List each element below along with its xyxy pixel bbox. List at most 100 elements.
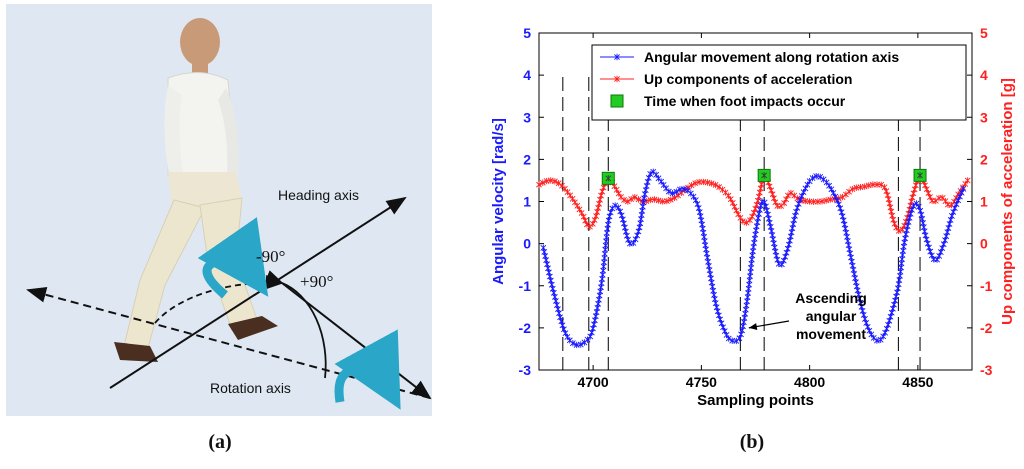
y-tick-label-3: 0 [523,236,531,252]
series-acceleration-marker-39 [628,195,635,203]
impact-marker-cross-2 [917,172,923,179]
series-impacts [601,168,927,185]
y-tick-label-8: 5 [523,25,531,41]
series-acceleration-marker-133 [895,227,902,235]
annotation-line-1: Ascending [795,290,867,306]
angle-arc-positive [264,270,327,379]
series-angular-marker-26 [577,341,584,348]
angular-velocity-chart: 4700 4750 4800 4850 -3 -2 -1 0 1 2 3 4 5 -3 -2 -1 0 1 2 3 4 5… [490,25,1016,453]
series-angular-marker-292 [913,200,920,207]
series-angular-marker-69 [623,232,630,239]
series-angular-marker-211 [804,181,811,188]
series-angular-marker-255 [868,331,875,338]
series-angular-marker-215 [817,173,824,181]
y-right-tick-label-1: -2 [980,320,993,336]
series-angular-marker-96 [665,188,672,195]
y-tick-label-1: -2 [519,320,532,336]
series-acceleration-marker-5 [555,180,562,187]
series-acceleration-marker-71 [737,214,744,222]
series-acceleration-marker-104 [810,198,817,205]
series-acceleration-marker-72 [739,218,746,225]
x-tick-label-3: 4850 [902,374,933,390]
series-acceleration-marker-98 [788,189,794,197]
angle-pos-label: +90° [300,272,333,291]
rotation-arrow-icon-2 [334,329,401,410]
series-acceleration-marker-121 [878,181,885,188]
series-acceleration-marker-111 [839,193,846,201]
series-acceleration-marker-49 [667,196,674,203]
y-right-tick-label-3: 0 [980,236,988,252]
caption-b: (b) [740,431,764,453]
panel-a: Heading axis Rotation axis -90° +90° (a) [0,0,440,464]
rotation-arrow-icon [197,217,269,299]
y-right-tick-label-5: 2 [980,151,988,167]
ticks-layer: 4700 4750 4800 4850 -3 -2 -1 0 1 2 3 4 5 -3 -2 -1 0 1 2 3 4 5 [519,25,993,390]
walking-diagram: Heading axis Rotation axis -90° +90° (a) [6,4,432,453]
annotation-line-3: movement [796,326,866,342]
series-acceleration-marker-144 [911,186,918,193]
series-angular-marker-91 [653,171,660,179]
series-acceleration-marker-35 [615,190,622,197]
y-tick-label-2: -1 [519,278,532,294]
series-angular-marker-301 [923,236,930,243]
series-acceleration-marker-60 [708,180,715,187]
y-tick-label-0: -3 [519,362,532,378]
x-tick-label-0: 4700 [578,374,609,390]
x-tick-label-2: 4800 [794,374,825,390]
series-angular-marker-263 [886,317,893,324]
annotation-ascending-movement: Ascending angular movement [748,290,867,342]
series-acceleration-marker-143 [910,190,917,197]
series-acceleration-marker-41 [635,196,642,203]
series-acceleration-marker-123 [883,187,890,195]
series-acceleration-marker-1 [539,179,546,186]
y-right-tick-label-6: 3 [980,109,988,125]
series-acceleration-marker-38 [624,198,631,205]
series-acceleration-marker-61 [712,181,719,189]
walking-person-figure [114,18,278,362]
y-tick-label-5: 2 [523,151,531,167]
series-acceleration-marker-9 [567,192,574,199]
y-right-tick-label-4: 1 [980,194,988,210]
series-acceleration-marker-62 [716,183,723,191]
series-acceleration-marker-114 [849,185,856,193]
series-angular-marker-22 [564,333,571,341]
impact-marker-cross-0 [605,175,612,182]
series-acceleration-marker-26 [598,192,604,199]
series-angular-marker-194 [783,249,790,256]
y-right-tick-label-0: -3 [980,362,993,378]
series-angular-marker-264 [887,313,894,320]
series-acceleration-marker-56 [692,180,699,187]
series-angular-marker-325 [960,185,967,193]
series-angular-marker-138 [725,335,732,342]
impact-marker-cross-1 [761,172,768,179]
angle-neg-label: -90° [256,247,285,266]
series-acceleration-marker-37 [621,196,627,204]
caption-a: (a) [208,431,231,453]
y-axis-label: Angular velocity [rad/s] [490,118,507,285]
y-axis-label-right: Up components of acceleration [g] [999,78,1016,325]
series-angular-marker-131 [714,308,721,315]
series-angular-marker-289 [907,210,914,218]
heading-axis-label: Heading axis [278,187,359,203]
series-acceleration-marker-10 [569,195,576,203]
annotation-line-2: angular [806,308,857,324]
legend: Angular movement along rotation axis Up … [591,44,967,121]
series-angular-marker-195 [784,245,791,252]
series-angular-marker-218 [826,182,833,189]
series-angular-marker-103 [690,193,697,200]
series-acceleration-marker-158 [942,197,949,205]
series-angular-marker-302 [924,240,931,247]
y-tick-label-4: 1 [523,194,531,210]
legend-marker-acceleration [614,75,620,83]
series-angular-marker-94 [660,181,667,189]
series-angular-marker-250 [860,311,867,319]
series-angular-marker-204 [793,208,800,215]
legend-marker-impact [610,94,624,108]
legend-marker-angular [614,53,620,61]
series-acceleration-marker-100 [794,195,801,202]
series-acceleration-marker-40 [631,194,638,201]
x-axis-label: Sampling points [697,392,814,409]
x-tick-label-1: 4750 [686,374,717,390]
series-angular-marker-258 [877,336,884,343]
series-acceleration-marker-17 [583,221,590,228]
